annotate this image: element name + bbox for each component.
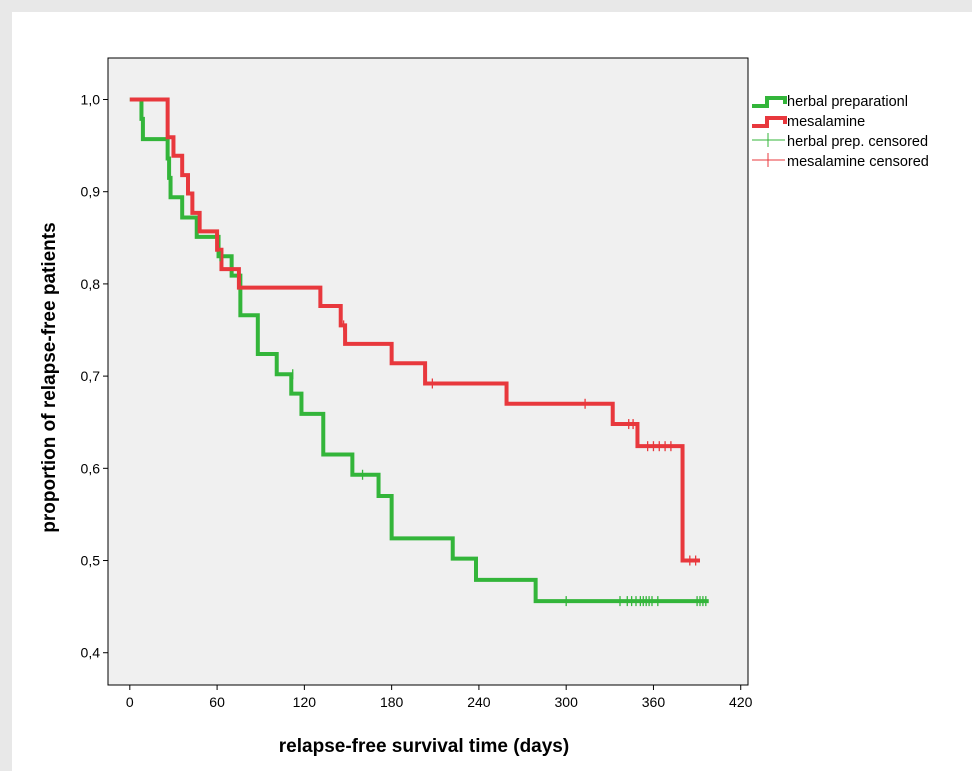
survival-curves [129,97,709,604]
x-tick-label: 120 [293,694,317,710]
x-tick-label: 0 [126,694,134,710]
legend: herbal preparationl mesalamine herbal prep… [752,94,929,170]
plot-area [107,57,749,686]
legend-label: mesalamine [787,114,865,130]
x-tick-label: 180 [380,694,404,710]
legend-label: herbal prep. censored [787,134,928,150]
y-tick-label: 0,7 [81,368,101,384]
y-tick-label: 0,6 [81,460,101,476]
x-tick-label: 300 [555,694,579,710]
kaplan-meier-chart: 0 60 120 180 240 300 360 420 0,4 0,5 0,6 0,7 0,8 0,9 1… [39,57,929,757]
x-tick-label: 420 [729,694,753,710]
y-tick-label: 0,5 [81,553,101,569]
survival-curve-herbal [129,97,709,604]
legend-swatch [752,116,787,128]
y-tick-label: 0,9 [81,184,101,200]
survival-curve-mesalamine [129,97,700,563]
x-tick-label: 360 [642,694,666,710]
legend-label: herbal preparationl [787,94,908,110]
legend-label: mesalamine censored [787,154,929,170]
x-tick-label: 240 [467,694,491,710]
y-tick-label: 1,0 [81,91,101,107]
axis-ticks: 0 60 120 180 240 300 360 420 0,4 0,5 0,6 0,7 0,8 0,9 1… [81,91,753,710]
legend-swatch [752,96,787,108]
chart-frame: 0 60 120 180 240 300 360 420 0,4 0,5 0,6 0,7 0,8 0,9 1… [12,12,972,771]
x-axis-title: relapse-free survival time (days) [279,736,569,757]
y-axis-title: proportion of relapse-free patients [39,222,60,532]
censor-marks [219,251,707,607]
y-tick-label: 0,8 [81,276,101,292]
x-tick-label: 60 [209,694,225,710]
y-tick-label: 0,4 [81,645,101,661]
